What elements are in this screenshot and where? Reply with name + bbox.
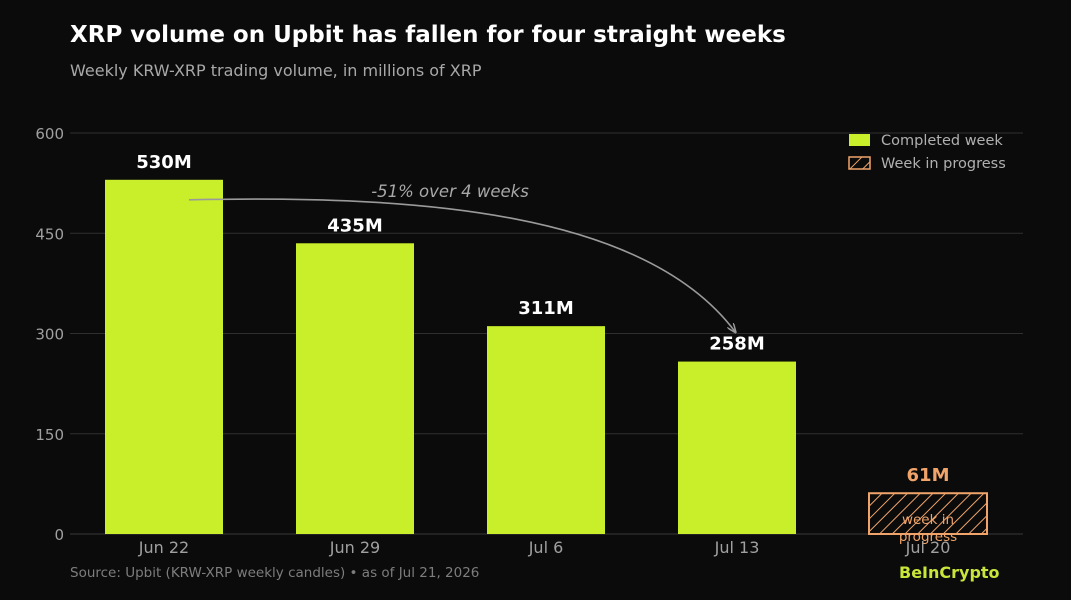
legend-swatch-completed: [849, 134, 870, 146]
bar-value-label: 258M: [709, 334, 765, 355]
trend-annotation: -51% over 4 weeks: [371, 182, 529, 201]
y-tick-label: 150: [35, 426, 64, 444]
legend-label-completed: Completed week: [881, 133, 1003, 149]
bar-completed-week: [487, 326, 605, 534]
y-tick-label: 300: [35, 326, 64, 344]
x-tick-label: Jul 6: [528, 538, 564, 557]
bar-completed-week: [678, 361, 796, 534]
y-tick-label: 450: [35, 225, 64, 243]
brand-logo: BeInCrypto: [899, 563, 1000, 582]
bar-value-label: 530M: [136, 152, 192, 173]
x-tick-label: Jul 20: [905, 538, 951, 557]
y-tick-label: 600: [35, 125, 64, 143]
bar-week-in-progress: [868, 492, 988, 535]
x-tick-label: Jun 29: [329, 538, 380, 557]
in-progress-note: week in progress: [899, 512, 957, 545]
bar-value-label-in-progress: 61M: [907, 465, 950, 486]
bar-value-label: 435M: [327, 215, 383, 236]
chart-subtitle: Weekly KRW-XRP trading volume, in millio…: [70, 61, 482, 80]
bar-value-label: 311M: [518, 298, 574, 319]
trend-arrow: [188, 198, 735, 332]
x-tick-label: Jul 13: [714, 538, 760, 557]
bar-completed-week: [296, 243, 414, 534]
x-tick-label: Jun 22: [138, 538, 189, 557]
legend-label-in-progress: Week in progress: [881, 156, 1006, 172]
source-note: Source: Upbit (KRW-XRP weekly candles) •…: [70, 565, 480, 581]
bar-completed-week: [105, 179, 223, 535]
legend-swatch-in-progress: [848, 156, 871, 170]
chart-title: XRP volume on Upbit has fallen for four …: [70, 22, 786, 48]
y-tick-label: 0: [54, 526, 64, 544]
